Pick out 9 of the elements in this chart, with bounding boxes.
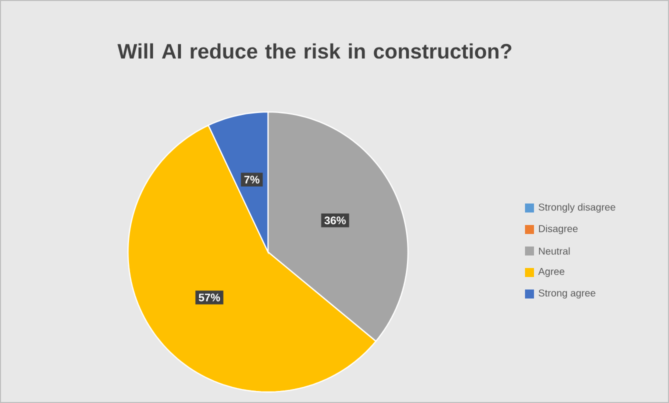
legend-label: Strong agree [538, 289, 596, 299]
chart-title: Will AI reduce the risk in construction? [118, 43, 512, 59]
legend-label: Disagree [539, 224, 578, 234]
legend-label: Agree [538, 268, 564, 277]
legend-label: Strongly disagree [538, 203, 616, 213]
data-label: 57% [198, 294, 220, 302]
data-label: 36% [324, 216, 346, 224]
data-label: 7% [244, 176, 260, 184]
legend-label: Neutral [539, 247, 570, 255]
